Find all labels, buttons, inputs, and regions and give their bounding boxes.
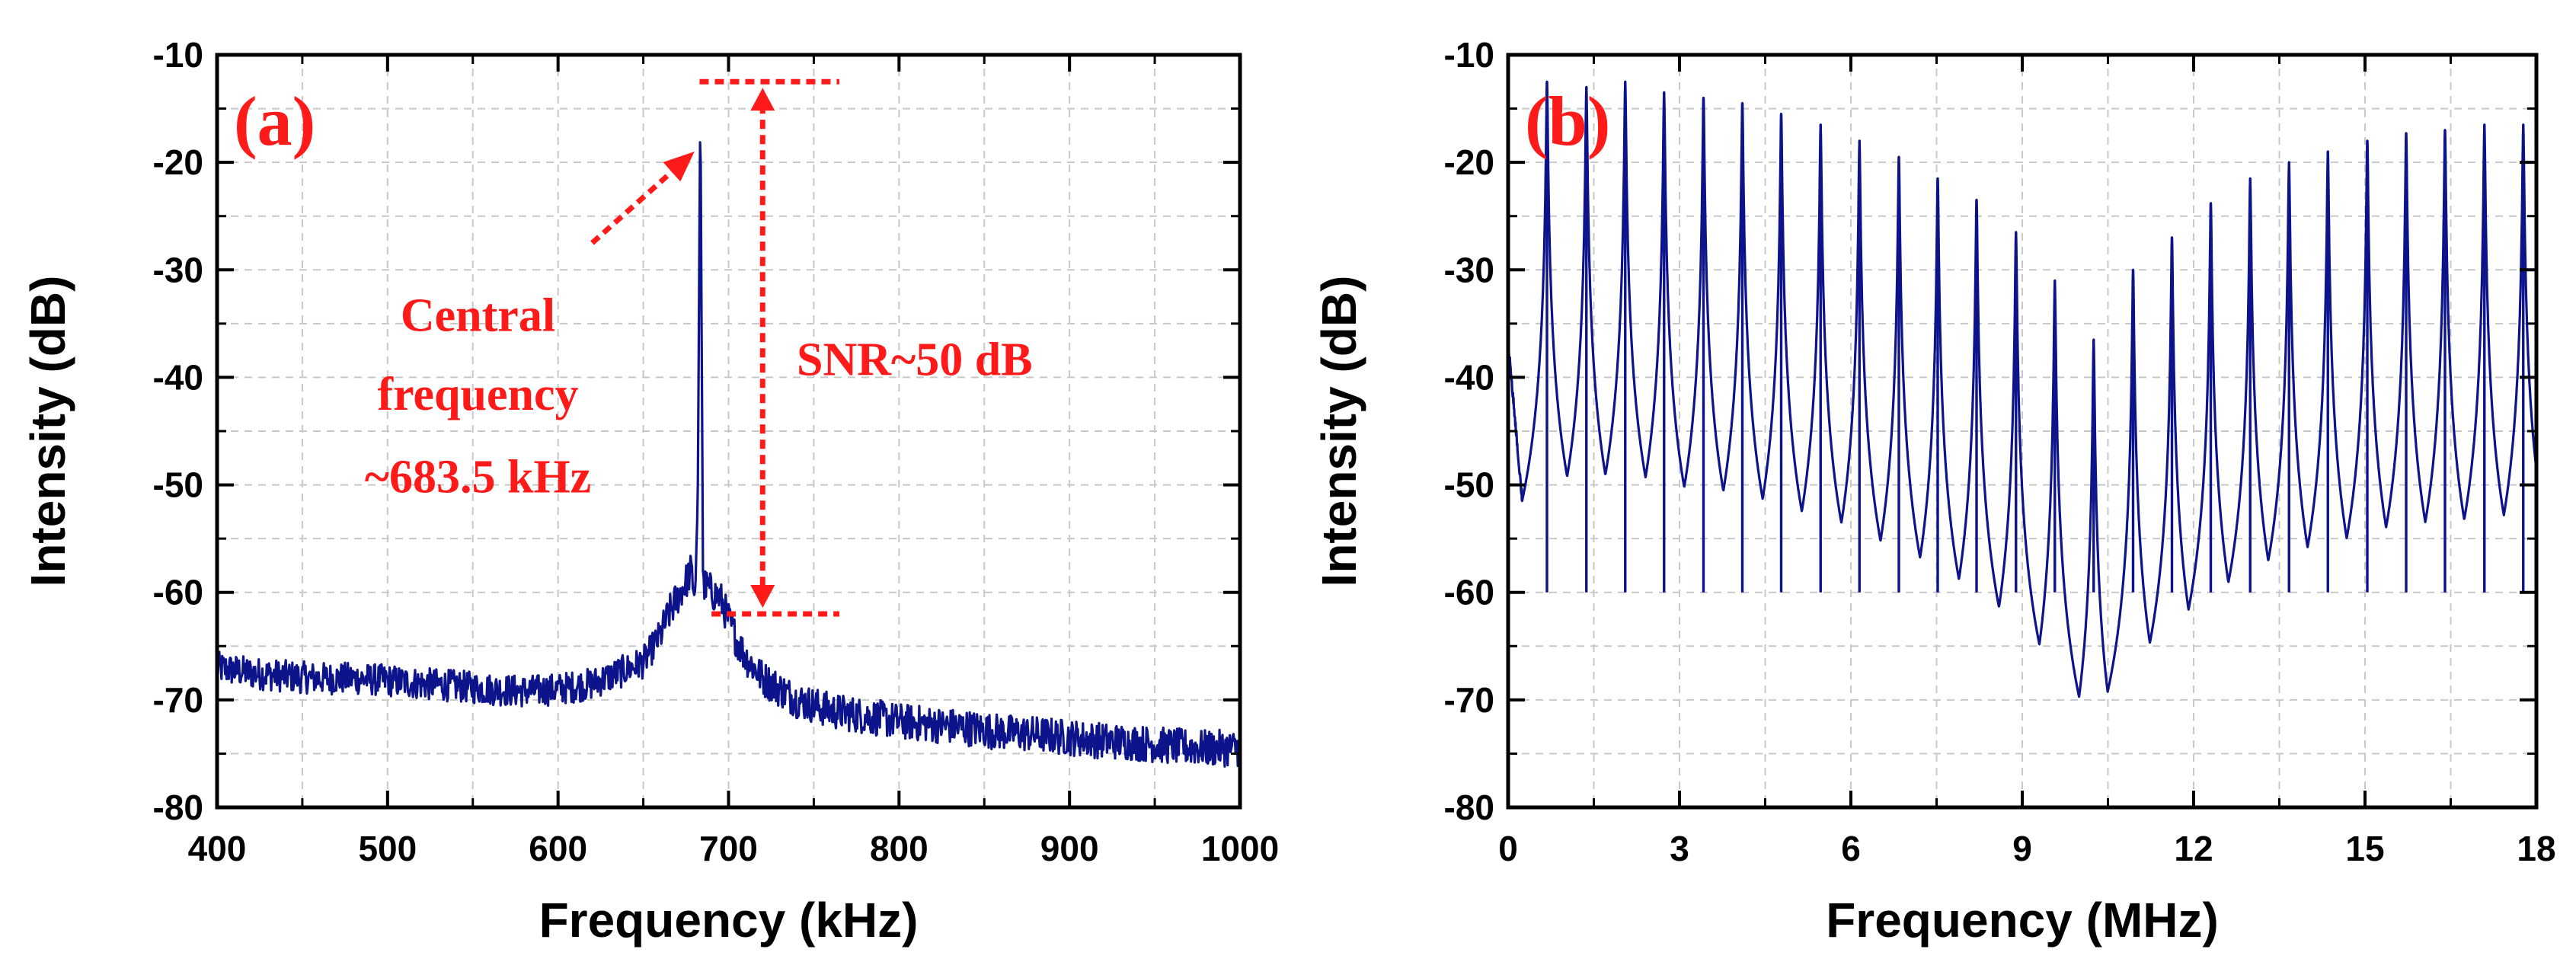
series-line-rf-harmonics: [1507, 80, 2538, 698]
y-tick-label: -50: [153, 465, 203, 505]
y-tick-label: -80: [153, 788, 203, 827]
x-tick-label: 9: [2012, 829, 2032, 868]
chart-a-x-axis-title: Frequency (kHz): [539, 893, 919, 948]
chart-b-panel-label: (b): [1525, 82, 1610, 160]
x-tick-label: 700: [699, 829, 758, 868]
chart-a-series-group: [216, 141, 1242, 768]
chart-panel-a: 400 500 600 700 800 900 1000 -80 -70 -60 -50 -40 -30…: [21, 35, 1279, 948]
y-tick-label: -10: [1444, 35, 1494, 75]
x-tick-label: 3: [1670, 829, 1689, 868]
snr-arrow-head-down: [750, 584, 775, 608]
y-tick-label: -40: [153, 357, 203, 397]
y-tick-label: -80: [1444, 788, 1494, 827]
x-tick-label: 800: [870, 829, 928, 868]
chart-b-tick-labels: 0 3 6 9 12 15 18 -80 -70 -60 -50 -40 -30 -20 -10: [1444, 35, 2556, 868]
chart-b-y-axis-title: Intensity (dB): [1312, 276, 1366, 587]
y-tick-label: -60: [1444, 573, 1494, 612]
x-tick-label: 15: [2345, 829, 2384, 868]
x-tick-label: 600: [529, 829, 587, 868]
x-tick-label: 900: [1040, 829, 1099, 868]
x-tick-label: 1000: [1201, 829, 1279, 868]
chart-a-tick-labels: 400 500 600 700 800 900 1000 -80 -70 -60 -50 -40 -30…: [153, 35, 1280, 868]
series-line-rf-spectrum: [216, 141, 1242, 768]
snr-label: SNR~50 dB: [797, 334, 1033, 386]
snr-arrow-head-up: [750, 88, 775, 111]
y-tick-label: -30: [153, 250, 203, 289]
chart-a-grid: [217, 55, 1240, 807]
central-frequency-arrow-line: [590, 164, 681, 245]
chart-a-frame: [215, 53, 1242, 810]
x-tick-label: 400: [188, 829, 247, 868]
y-tick-label: -70: [153, 680, 203, 720]
x-tick-label: 12: [2174, 829, 2213, 868]
y-tick-label: -20: [1444, 142, 1494, 182]
chart-b-x-axis-title: Frequency (MHz): [1826, 893, 2219, 948]
chart-b-series-group: [1507, 55, 2538, 698]
chart-b-frame: [1506, 53, 2539, 810]
y-tick-label: -10: [153, 35, 203, 75]
central-frequency-label-line-1: Central: [401, 290, 555, 342]
y-tick-label: -40: [1444, 357, 1494, 397]
y-tick-label: -60: [153, 573, 203, 612]
x-tick-label: 18: [2517, 829, 2555, 868]
central-frequency-label-line-3: ~683.5 kHz: [365, 451, 591, 503]
x-tick-label: 0: [1498, 829, 1518, 868]
chart-panel-b: 0 3 6 9 12 15 18 -80 -70 -60 -50 -40 -30 -20 -10 Frequ…: [1312, 35, 2556, 948]
y-tick-label: -70: [1444, 680, 1494, 720]
central-frequency-arrow-head: [663, 152, 695, 182]
chart-a-panel-label: (a): [234, 82, 315, 160]
chart-a-y-axis-title: Intensity (dB): [21, 276, 75, 587]
y-tick-label: -20: [153, 142, 203, 182]
central-frequency-label-line-2: frequency: [377, 369, 578, 420]
y-tick-label: -30: [1444, 250, 1494, 289]
chart-a-annotations: Central frequency ~683.5 kHz SNR~50 dB: [365, 78, 1033, 617]
x-tick-label: 500: [358, 829, 417, 868]
y-tick-label: -50: [1444, 465, 1494, 505]
x-tick-label: 6: [1841, 829, 1861, 868]
